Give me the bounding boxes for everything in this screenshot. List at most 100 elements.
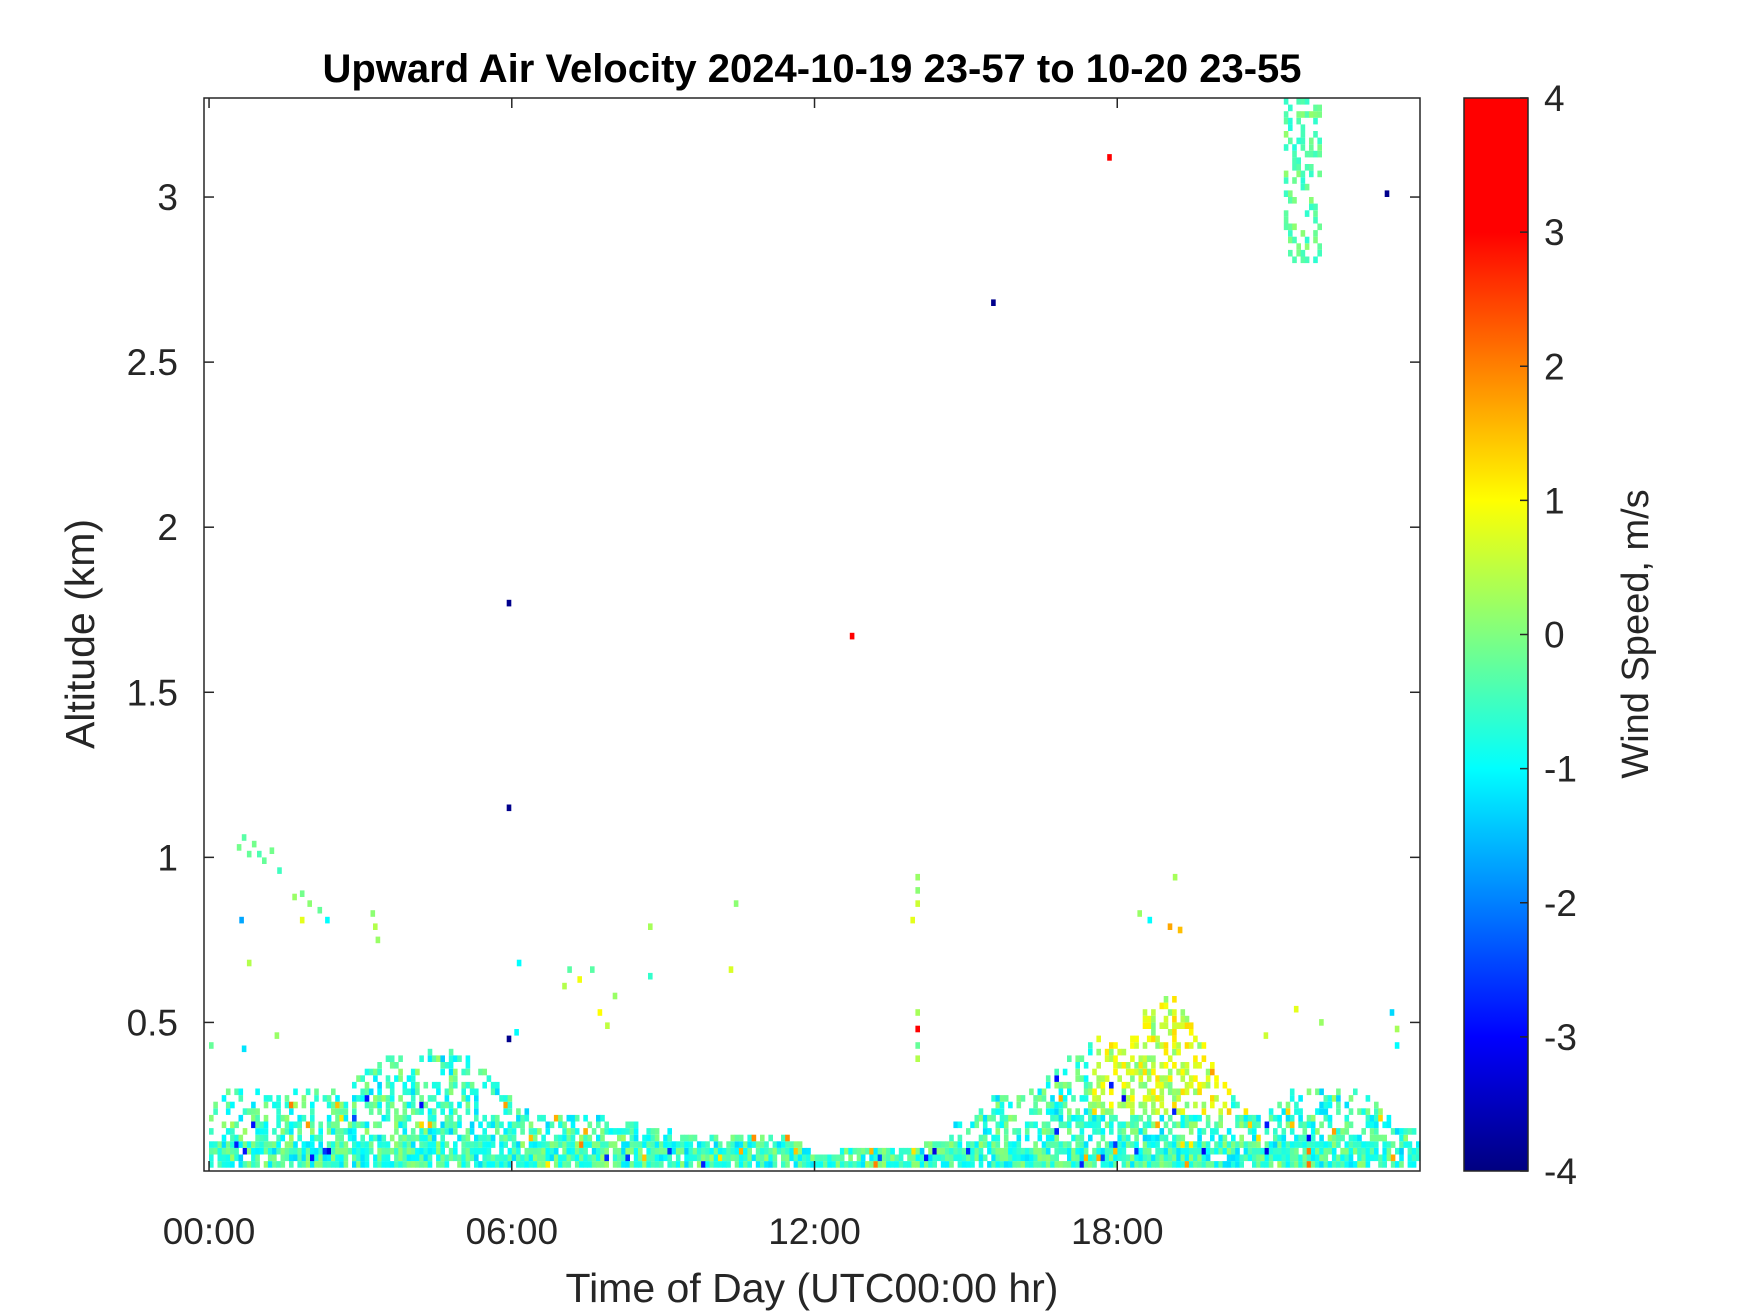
velocity-cell <box>1197 1062 1202 1069</box>
velocity-cell <box>659 1161 664 1168</box>
velocity-cell <box>209 1161 214 1168</box>
velocity-cell <box>1313 203 1318 211</box>
velocity-cell <box>314 1161 319 1168</box>
velocity-cell <box>516 1147 521 1155</box>
velocity-cell <box>537 1161 542 1168</box>
velocity-cell <box>915 900 920 907</box>
velocity-cell <box>966 1147 971 1155</box>
velocity-cell <box>1374 1114 1379 1122</box>
velocity-cell <box>1283 190 1289 197</box>
velocity-cell <box>1292 144 1297 151</box>
velocity-cell <box>1117 1048 1122 1056</box>
velocity-cell <box>457 1161 462 1168</box>
velocity-cell <box>213 1141 218 1148</box>
velocity-cell <box>776 1141 782 1148</box>
velocity-cell <box>839 1161 845 1168</box>
velocity-cell <box>1075 1141 1080 1148</box>
velocity-cell <box>352 1114 357 1122</box>
velocity-cell <box>1167 1075 1173 1082</box>
velocity-cell <box>242 1147 248 1155</box>
velocity-cell <box>1121 1095 1127 1102</box>
velocity-cell <box>524 1154 530 1162</box>
velocity-cell <box>600 1161 605 1168</box>
velocity-cell <box>1399 1141 1404 1148</box>
velocity-cell <box>1231 1154 1236 1162</box>
velocity-cell <box>1008 1101 1013 1109</box>
velocity-cell <box>1399 1134 1404 1142</box>
velocity-cell <box>528 1141 534 1148</box>
velocity-cell <box>299 916 305 924</box>
velocity-cell <box>234 1134 239 1142</box>
velocity-cell <box>410 1154 416 1162</box>
velocity-cell <box>314 1134 319 1142</box>
velocity-cell <box>1210 1101 1215 1109</box>
velocity-cell <box>436 1161 441 1168</box>
velocity-cell <box>1317 170 1322 178</box>
velocity-cell <box>360 1088 365 1096</box>
velocity-cell <box>1029 1147 1034 1155</box>
velocity-cell <box>1218 1134 1223 1142</box>
velocity-cell <box>314 1095 319 1102</box>
velocity-cell <box>1218 1141 1223 1148</box>
velocity-cell <box>280 1114 286 1122</box>
velocity-cell <box>1104 1075 1110 1082</box>
velocity-cell <box>1336 1141 1341 1148</box>
velocity-cell <box>705 1141 710 1148</box>
velocity-cell <box>406 1075 412 1082</box>
velocity-cell <box>356 1147 361 1155</box>
velocity-cell <box>280 1154 286 1162</box>
velocity-cell <box>1281 1154 1287 1162</box>
velocity-cell <box>1281 1147 1287 1155</box>
velocity-cell <box>398 1161 403 1168</box>
velocity-cell <box>1163 1147 1169 1155</box>
velocity-cell <box>1096 1101 1101 1109</box>
velocity-cell <box>890 1154 895 1162</box>
velocity-cell <box>289 1108 294 1115</box>
velocity-cell <box>1361 1147 1366 1155</box>
velocity-cell <box>360 1154 365 1162</box>
velocity-cell <box>1300 249 1306 257</box>
velocity-cell <box>831 1161 837 1168</box>
velocity-cell <box>368 1068 374 1076</box>
velocity-cell <box>461 1081 466 1089</box>
velocity-cell <box>1037 1134 1043 1142</box>
velocity-cell <box>1403 1141 1408 1148</box>
velocity-cell <box>709 1161 715 1168</box>
velocity-cell <box>966 1154 971 1162</box>
velocity-cell <box>1188 1128 1194 1135</box>
velocity-cell <box>827 1161 832 1168</box>
velocity-cell <box>1317 144 1322 151</box>
velocity-cell <box>701 1141 706 1148</box>
velocity-cell <box>373 1161 378 1168</box>
velocity-cell <box>1121 1161 1127 1168</box>
velocity-cell <box>1256 1161 1261 1168</box>
velocity-cell <box>1159 1022 1165 1029</box>
velocity-cell <box>234 1141 239 1148</box>
velocity-cell <box>991 1141 996 1148</box>
velocity-cell <box>667 1141 672 1148</box>
velocity-cell <box>1374 1154 1379 1162</box>
velocity-cell <box>511 1147 517 1155</box>
velocity-cell <box>1281 1141 1287 1148</box>
velocity-cell <box>1088 1154 1093 1162</box>
velocity-cell <box>1024 1154 1030 1162</box>
velocity-cell <box>1121 1121 1127 1129</box>
velocity-cell <box>356 1141 361 1148</box>
velocity-cell <box>326 1101 332 1109</box>
velocity-cell <box>1151 1055 1156 1062</box>
velocity-cell <box>1058 1101 1064 1109</box>
velocity-cell <box>810 1154 815 1162</box>
velocity-cell <box>263 1101 269 1109</box>
velocity-cell <box>1054 1154 1059 1162</box>
velocity-cell <box>1083 1062 1089 1069</box>
velocity-cell <box>1130 1108 1135 1115</box>
velocity-cell <box>1151 1121 1156 1129</box>
velocity-cell <box>1109 1108 1114 1115</box>
velocity-cell <box>352 1095 357 1102</box>
velocity-cell <box>1252 1141 1257 1148</box>
velocity-cell <box>1125 1141 1131 1148</box>
velocity-cell <box>1205 1081 1211 1089</box>
velocity-cell <box>1289 1121 1295 1129</box>
velocity-cell <box>427 1055 433 1062</box>
velocity-cell <box>726 1161 731 1168</box>
